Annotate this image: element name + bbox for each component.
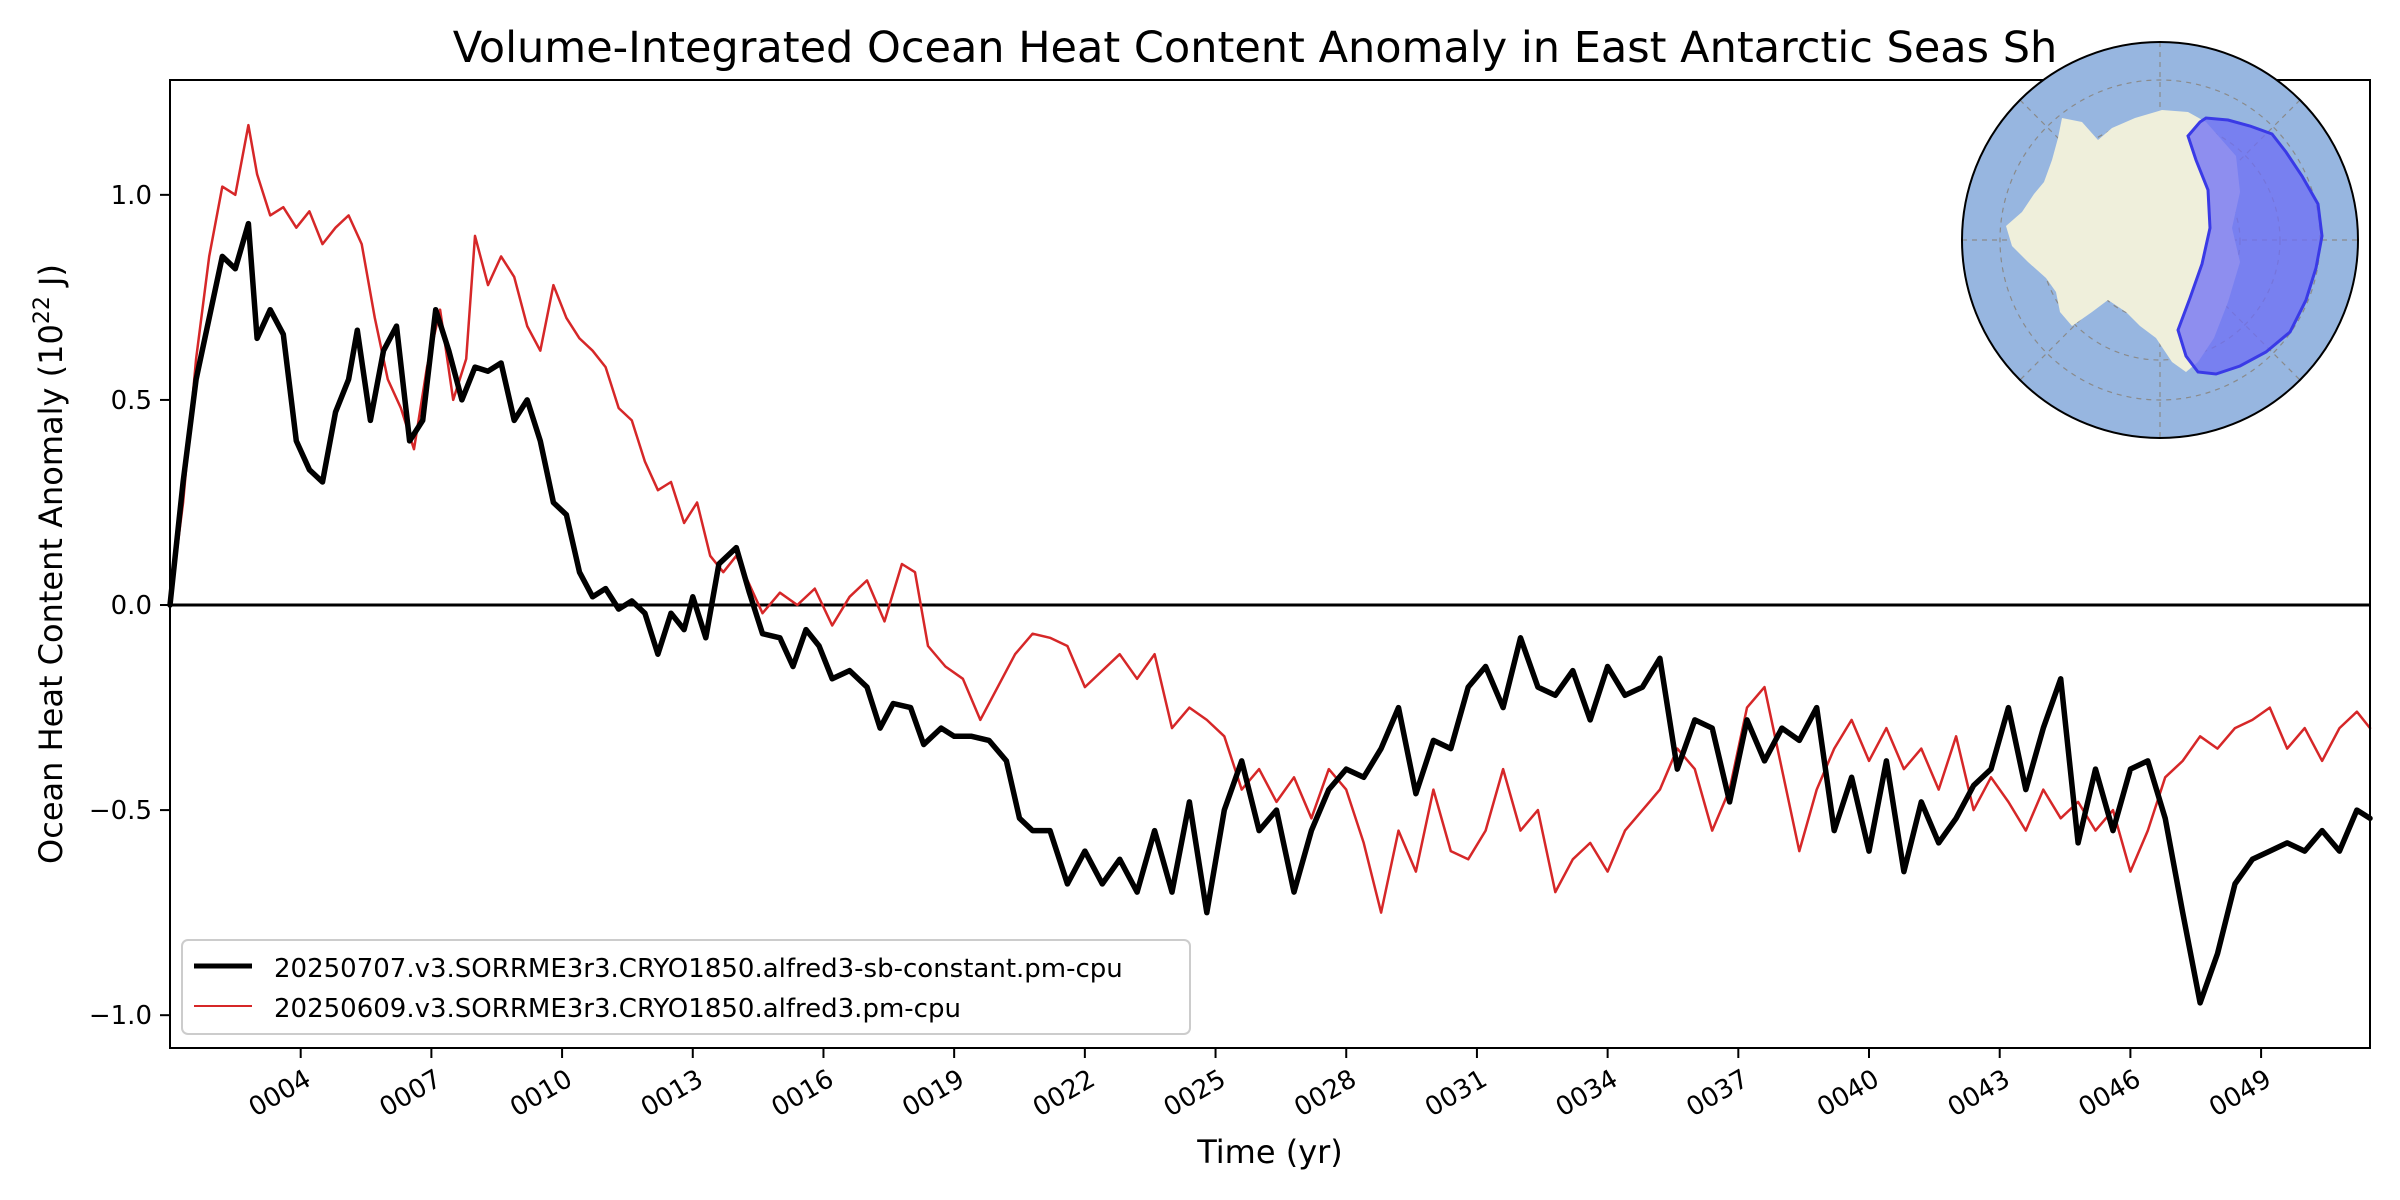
y-axis: 1.0 0.5 0.0 −0.5 −1.0 xyxy=(89,181,170,1031)
y-tick-label: −0.5 xyxy=(89,796,152,826)
y-tick-label: 1.0 xyxy=(111,181,152,211)
axes-frame xyxy=(169,79,2371,1049)
y-tick-label: 0.5 xyxy=(111,386,152,416)
x-axis-label: Time (yr) xyxy=(1196,1133,1343,1171)
map-frame xyxy=(1961,41,2359,439)
y-tick-label: −1.0 xyxy=(89,1001,152,1031)
legend-label-series-1: 20250707.v3.SORRME3r3.CRYO1850.alfred3-s… xyxy=(274,954,1123,984)
series-layer xyxy=(167,123,2373,1006)
y-axis-label-tail: J) xyxy=(32,264,70,296)
chart-title: Volume-Integrated Ocean Heat Content Ano… xyxy=(453,23,2058,73)
series-line-2 xyxy=(168,123,2372,914)
legend-frame xyxy=(181,939,1191,1035)
y-axis-label-exponent: 22 xyxy=(30,296,55,324)
legend-label-series-2: 20250609.v3.SORRME3r3.CRYO1850.alfred3.p… xyxy=(274,994,961,1024)
y-axis-label-main: Ocean Heat Content Anomaly (10 xyxy=(32,324,70,864)
east-antarctic-seas-region xyxy=(2176,116,2324,376)
y-tick-label: 0.0 xyxy=(111,591,152,621)
legend: 20250707.v3.SORRME3r3.CRYO1850.alfred3-s… xyxy=(181,939,1191,1035)
antarctica-landmass xyxy=(2006,110,2240,372)
series-line-1 xyxy=(167,220,2373,1006)
antarctica-inset-map xyxy=(1961,41,2359,439)
y-axis-label: Ocean Heat Content Anomaly (1022 J) xyxy=(30,264,70,864)
